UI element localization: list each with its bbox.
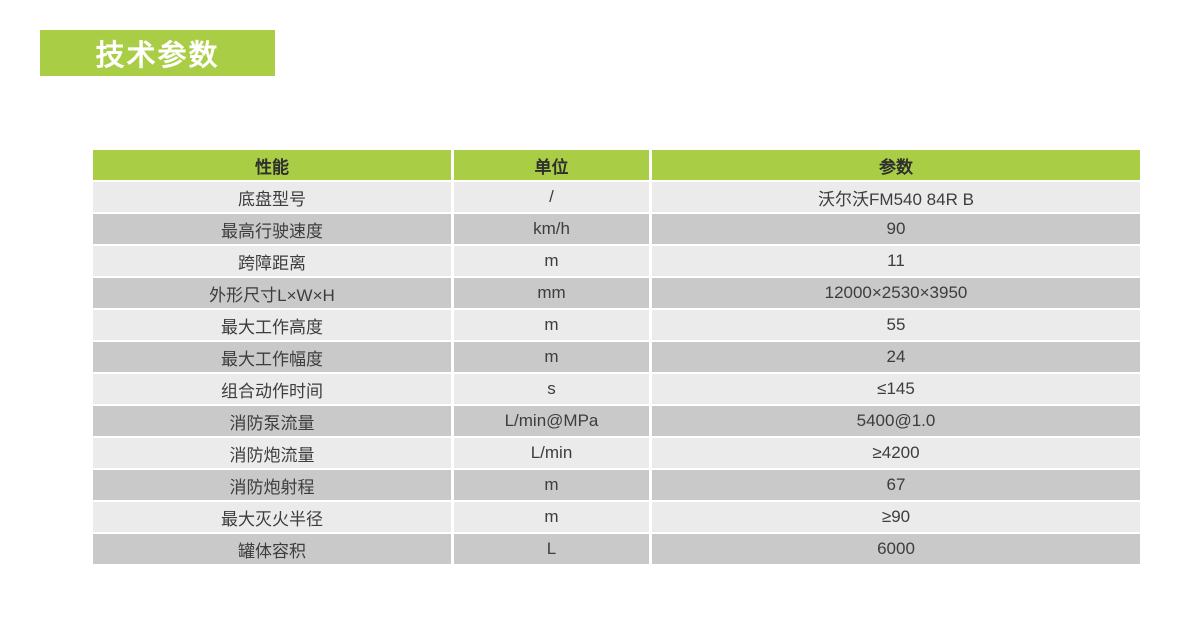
cell-performance: 最高行驶速度 <box>93 214 451 244</box>
table-row: 最大工作幅度 m 24 <box>93 342 1140 372</box>
spec-table: 性能 单位 参数 底盘型号 / 沃尔沃FM540 84R B 最高行驶速度 km… <box>90 148 1143 566</box>
table-row: 跨障距离 m 11 <box>93 246 1140 276</box>
page-title-text: 技术参数 <box>95 40 220 72</box>
cell-unit: mm <box>454 278 649 308</box>
cell-performance: 消防炮流量 <box>93 438 451 468</box>
column-header-performance: 性能 <box>93 150 451 180</box>
cell-performance: 跨障距离 <box>93 246 451 276</box>
cell-parameter: ≥90 <box>652 502 1140 532</box>
table-row: 最大灭火半径 m ≥90 <box>93 502 1140 532</box>
cell-unit: m <box>454 502 649 532</box>
cell-performance: 组合动作时间 <box>93 374 451 404</box>
table-header-row: 性能 单位 参数 <box>93 150 1140 180</box>
table-row: 消防炮流量 L/min ≥4200 <box>93 438 1140 468</box>
cell-unit: km/h <box>454 214 649 244</box>
table-row: 底盘型号 / 沃尔沃FM540 84R B <box>93 182 1140 212</box>
table-row: 组合动作时间 s ≤145 <box>93 374 1140 404</box>
cell-unit: L/min@MPa <box>454 406 649 436</box>
column-header-parameter: 参数 <box>652 150 1140 180</box>
table-body: 底盘型号 / 沃尔沃FM540 84R B 最高行驶速度 km/h 90 跨障距… <box>93 182 1140 564</box>
cell-parameter: ≥4200 <box>652 438 1140 468</box>
cell-parameter: 90 <box>652 214 1140 244</box>
cell-unit: L/min <box>454 438 649 468</box>
cell-unit: / <box>454 182 649 212</box>
cell-performance: 消防炮射程 <box>93 470 451 500</box>
cell-parameter: ≤145 <box>652 374 1140 404</box>
cell-parameter: 11 <box>652 246 1140 276</box>
cell-parameter: 沃尔沃FM540 84R B <box>652 182 1140 212</box>
cell-unit: s <box>454 374 649 404</box>
cell-parameter: 6000 <box>652 534 1140 564</box>
cell-parameter: 5400@1.0 <box>652 406 1140 436</box>
column-header-unit: 单位 <box>454 150 649 180</box>
cell-unit: m <box>454 310 649 340</box>
cell-performance: 罐体容积 <box>93 534 451 564</box>
table-row: 罐体容积 L 6000 <box>93 534 1140 564</box>
cell-unit: L <box>454 534 649 564</box>
table-row: 消防泵流量 L/min@MPa 5400@1.0 <box>93 406 1140 436</box>
cell-parameter: 67 <box>652 470 1140 500</box>
table-row: 最高行驶速度 km/h 90 <box>93 214 1140 244</box>
cell-performance: 外形尺寸L×W×H <box>93 278 451 308</box>
cell-performance: 最大工作幅度 <box>93 342 451 372</box>
cell-parameter: 24 <box>652 342 1140 372</box>
cell-unit: m <box>454 342 649 372</box>
cell-performance: 最大灭火半径 <box>93 502 451 532</box>
page-title: 技术参数 <box>40 30 275 76</box>
cell-unit: m <box>454 470 649 500</box>
cell-unit: m <box>454 246 649 276</box>
table-row: 外形尺寸L×W×H mm 12000×2530×3950 <box>93 278 1140 308</box>
cell-performance: 消防泵流量 <box>93 406 451 436</box>
cell-performance: 最大工作高度 <box>93 310 451 340</box>
cell-performance: 底盘型号 <box>93 182 451 212</box>
cell-parameter: 55 <box>652 310 1140 340</box>
table-row: 消防炮射程 m 67 <box>93 470 1140 500</box>
table-row: 最大工作高度 m 55 <box>93 310 1140 340</box>
cell-parameter: 12000×2530×3950 <box>652 278 1140 308</box>
